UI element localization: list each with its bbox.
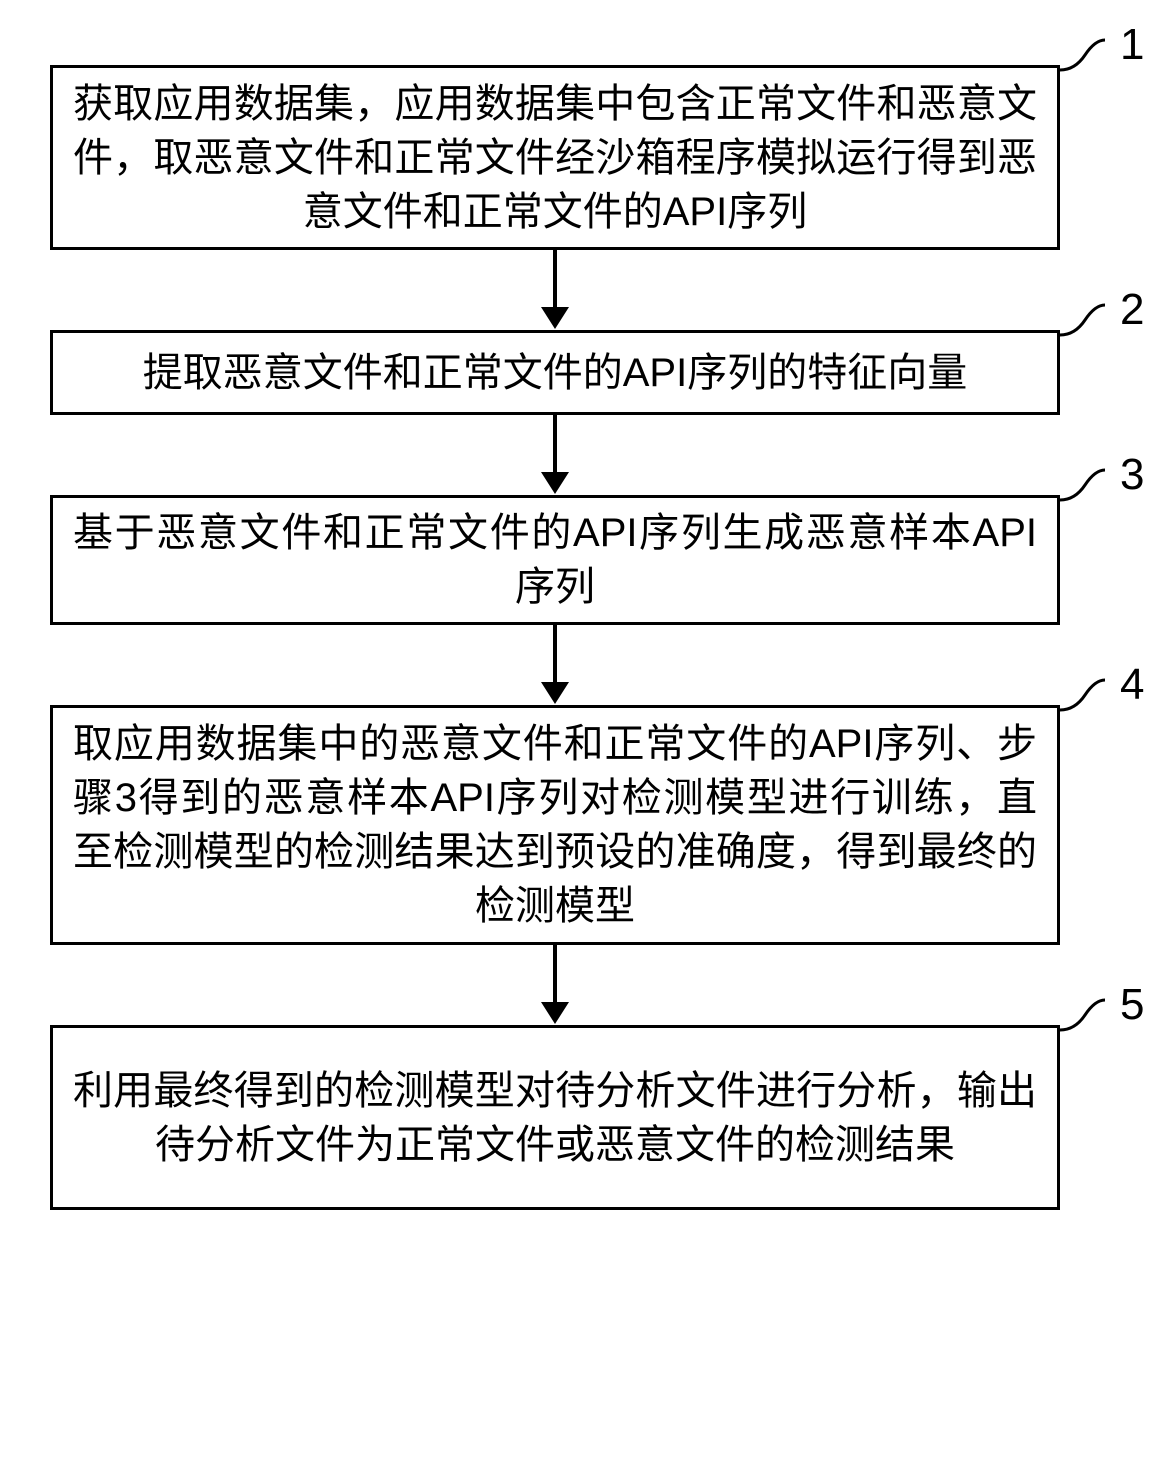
step-label-5: 5 xyxy=(1120,980,1144,1030)
callout-5 xyxy=(1055,990,1115,1040)
step-text-3: 基于恶意文件和正常文件的API序列生成恶意样本API序列 xyxy=(73,506,1037,614)
arrow-2-3 xyxy=(541,415,569,494)
callout-3 xyxy=(1055,460,1115,510)
step-label-3: 3 xyxy=(1120,450,1144,500)
arrow-1-2 xyxy=(541,250,569,329)
arrow-4-5 xyxy=(541,945,569,1024)
step-box-3: 基于恶意文件和正常文件的API序列生成恶意样本API序列 xyxy=(50,495,1060,625)
step-label-4: 4 xyxy=(1120,660,1144,710)
step-box-4: 取应用数据集中的恶意文件和正常文件的API序列、步骤3得到的恶意样本API序列对… xyxy=(50,705,1060,945)
step-text-2: 提取恶意文件和正常文件的API序列的特征向量 xyxy=(143,346,967,400)
step-text-4: 取应用数据集中的恶意文件和正常文件的API序列、步骤3得到的恶意样本API序列对… xyxy=(73,717,1037,933)
callout-2 xyxy=(1055,295,1115,345)
flowchart-container: 获取应用数据集，应用数据集中包含正常文件和恶意文件，取恶意文件和正常文件经沙箱程… xyxy=(0,0,1175,1458)
step-box-2: 提取恶意文件和正常文件的API序列的特征向量 xyxy=(50,330,1060,415)
step-label-2: 2 xyxy=(1120,285,1144,335)
callout-1 xyxy=(1055,30,1115,80)
step-box-5: 利用最终得到的检测模型对待分析文件进行分析，输出待分析文件为正常文件或恶意文件的… xyxy=(50,1025,1060,1210)
step-label-1: 1 xyxy=(1120,20,1144,70)
callout-4 xyxy=(1055,670,1115,720)
arrow-3-4 xyxy=(541,625,569,704)
step-text-1: 获取应用数据集，应用数据集中包含正常文件和恶意文件，取恶意文件和正常文件经沙箱程… xyxy=(73,77,1037,239)
step-text-5: 利用最终得到的检测模型对待分析文件进行分析，输出待分析文件为正常文件或恶意文件的… xyxy=(73,1064,1037,1172)
step-box-1: 获取应用数据集，应用数据集中包含正常文件和恶意文件，取恶意文件和正常文件经沙箱程… xyxy=(50,65,1060,250)
